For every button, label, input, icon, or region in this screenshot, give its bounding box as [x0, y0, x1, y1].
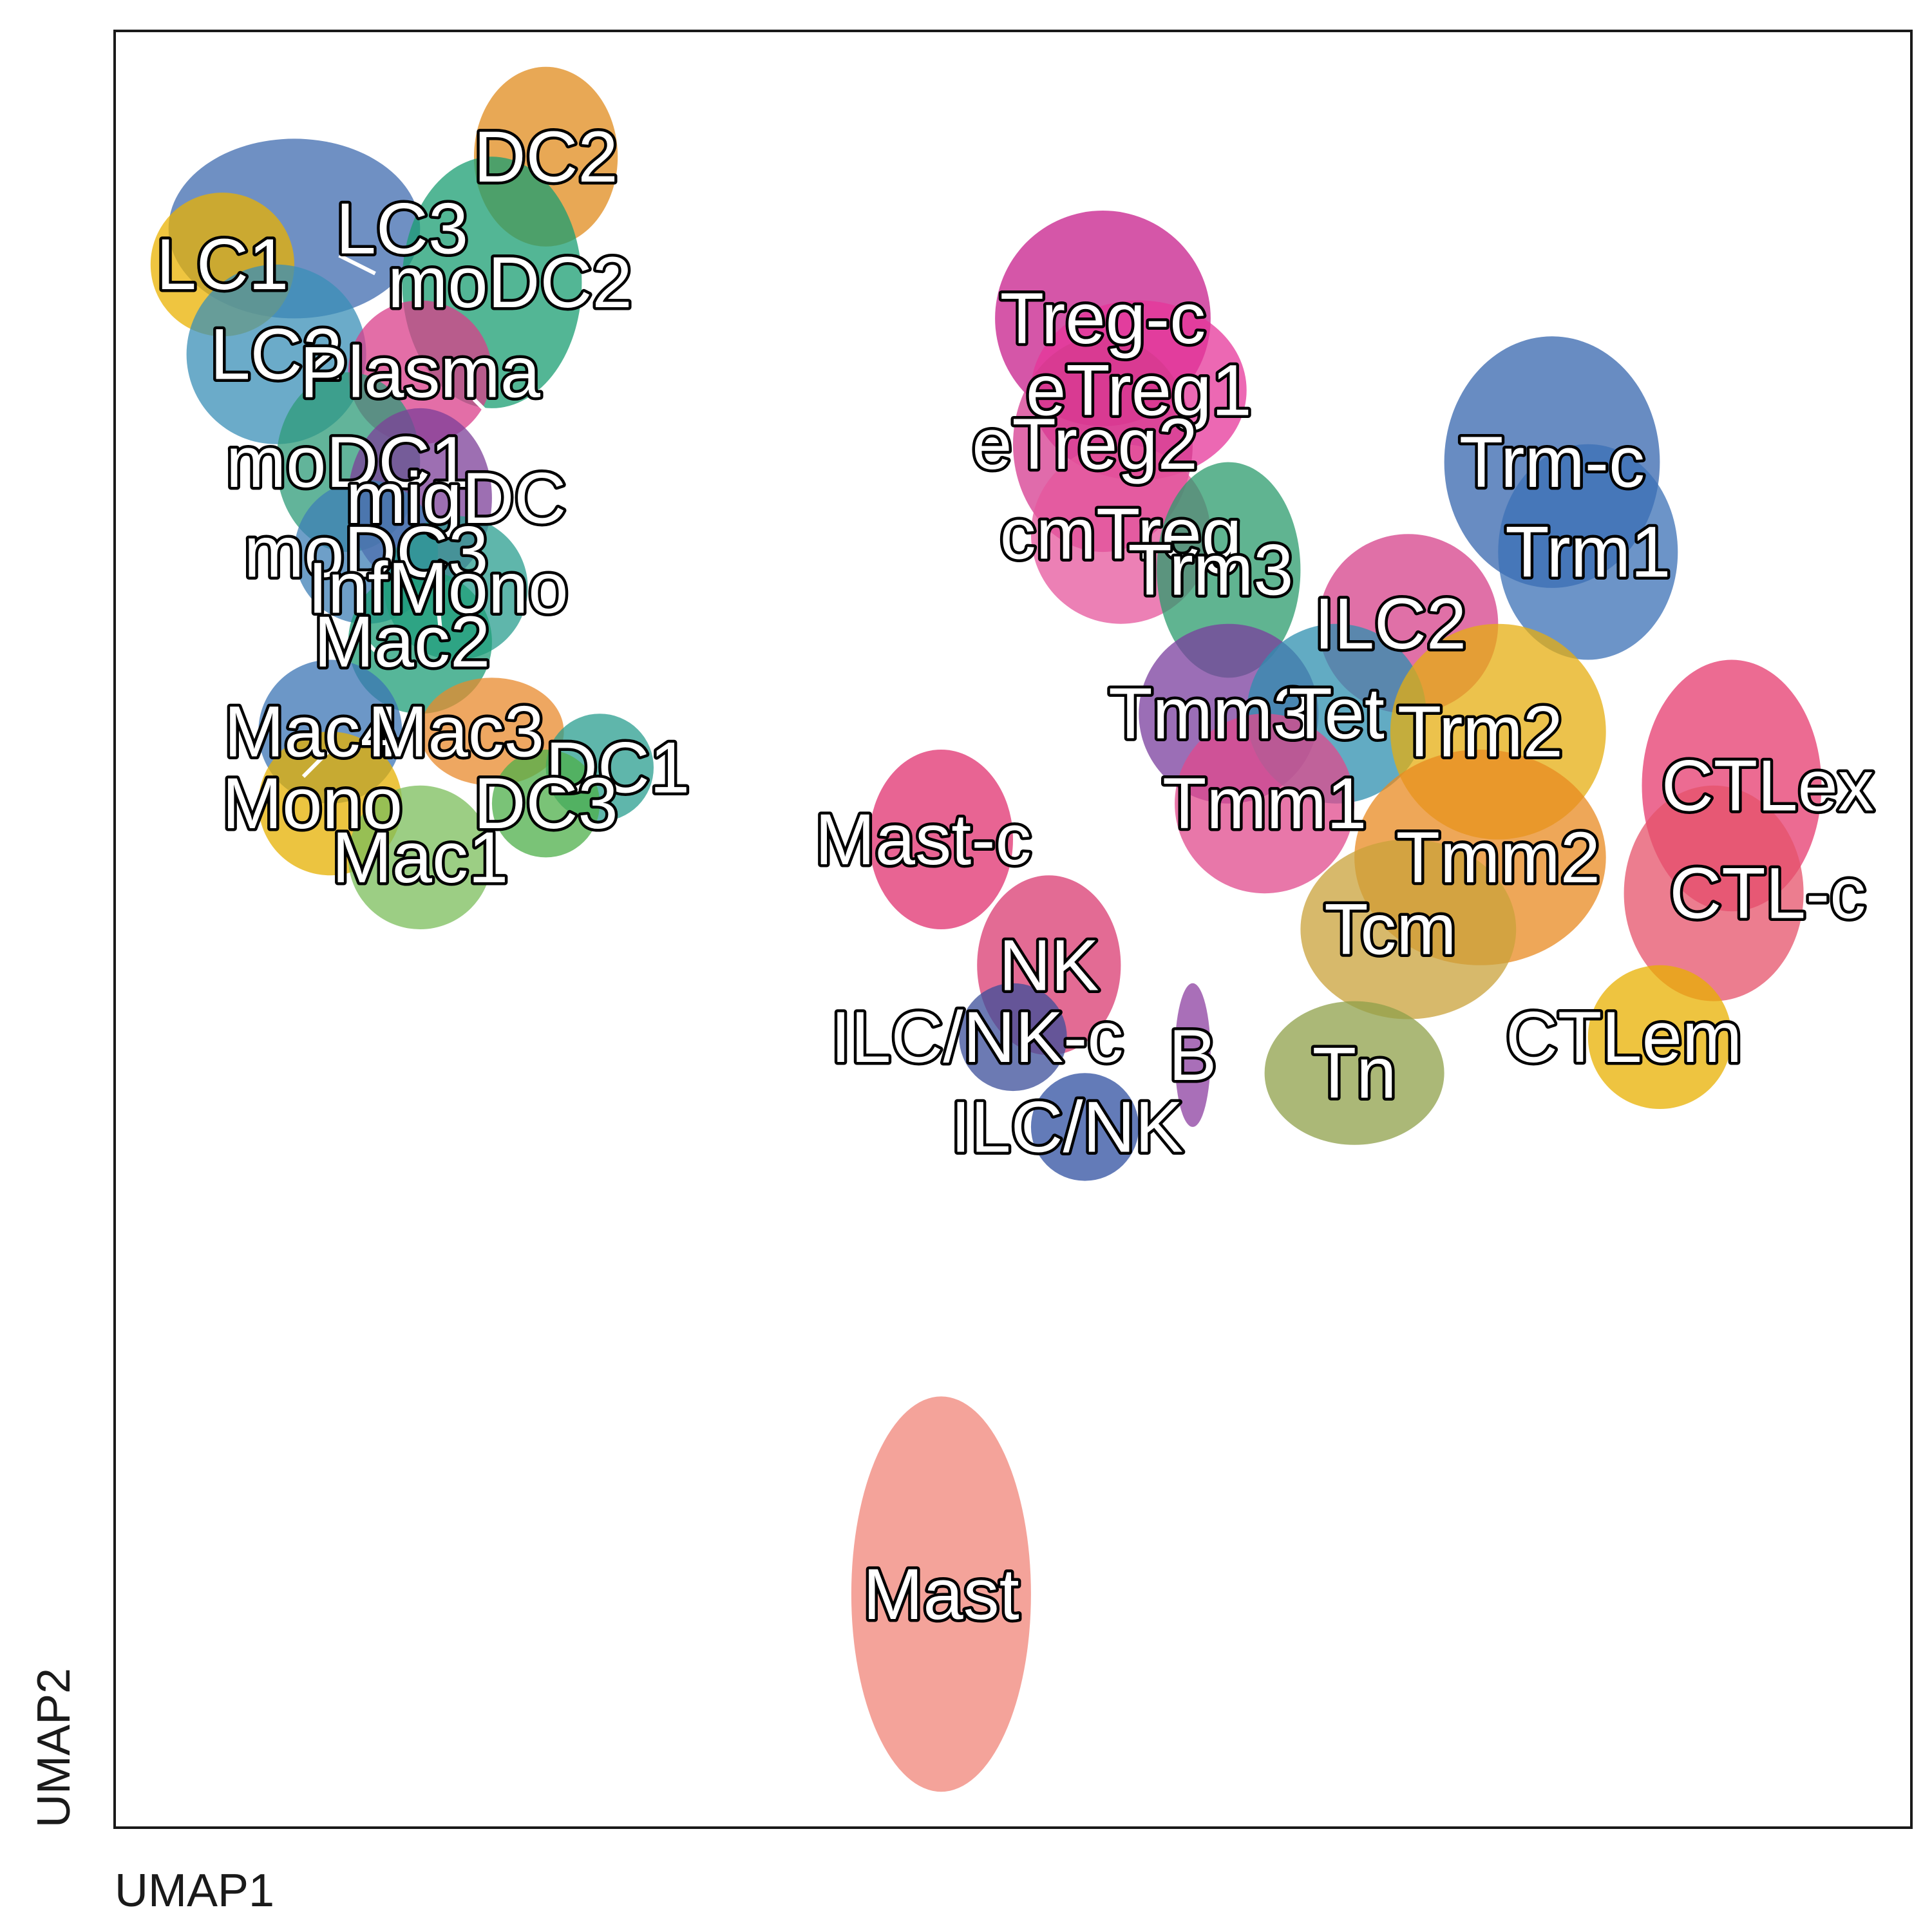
plot-frame — [113, 30, 1913, 1829]
cluster-label-trm1: Trm1 — [1505, 512, 1671, 592]
cluster-label-trm2: Trm2 — [1397, 692, 1563, 772]
cluster-label-plasma: Plasma — [300, 332, 541, 413]
cluster-points-mac1 — [348, 785, 492, 929]
scatter-points — [150, 66, 1822, 1792]
leader-line — [355, 631, 377, 652]
cluster-points-mast — [851, 1396, 1031, 1792]
cluster-label-mac3: Mac3 — [368, 692, 544, 772]
cluster-label-modc3: moDC3 — [244, 512, 489, 592]
cluster-label-tmm2: Tmm2 — [1396, 817, 1600, 898]
cluster-labels: LC3 LC1 LC2 DC2 moDC2 Plasma moDC1migDCmoDC3In… — [153, 113, 1877, 1637]
cluster-label-dc1: DC1 — [545, 727, 690, 808]
cluster-label-ctlem: CTLem — [1506, 997, 1742, 1077]
cluster-label-modc2: moDC2 — [388, 242, 632, 323]
cluster-label-trm3: Trm3 — [1128, 530, 1293, 611]
cluster-label-etreg1: eTreg1 — [1026, 350, 1252, 431]
leader-line — [301, 748, 332, 778]
cluster-label-ilc-nk-c: ILC/NK-c — [831, 997, 1123, 1077]
cluster-label-trm-c: Trm-c — [1459, 422, 1645, 502]
cluster-label-lc1: LC1 — [156, 224, 289, 305]
cluster-label-cmtreg: cmTreg — [1000, 494, 1242, 574]
cluster-label-mono: Mono — [222, 763, 402, 844]
cluster-label-mast: Mast — [863, 1554, 1019, 1634]
cluster-label-dc3: DC3 — [474, 763, 618, 844]
x-axis-title: UMAP1 — [115, 1865, 274, 1917]
cluster-points-tmm1 — [1175, 714, 1355, 894]
cluster-label-mac2: Mac2 — [314, 601, 490, 682]
cluster-points-ctl-c — [1624, 785, 1804, 1001]
cluster-points-tcm — [1300, 839, 1517, 1019]
cluster-label-ilc2: ILC2 — [1314, 583, 1467, 664]
cluster-label-lc3: LC3 — [336, 188, 468, 269]
cluster-points-dc3 — [491, 750, 600, 858]
cluster-label-mac4: Mac4 — [224, 692, 401, 772]
cluster-points-b — [1175, 983, 1211, 1127]
leader-line — [472, 397, 502, 428]
cluster-label-etreg2: eTreg2 — [972, 404, 1198, 484]
cluster-label-ctl-c: CTL-c — [1669, 853, 1866, 934]
cluster-label-nk: NK — [999, 925, 1099, 1005]
cluster-points-trm3 — [1157, 462, 1301, 678]
cluster-label-treg-c: Treg-c — [1000, 278, 1206, 359]
cluster-label-tmm1: Tmm1 — [1162, 763, 1367, 844]
cluster-points-ctlem — [1587, 965, 1732, 1109]
leader-line — [436, 605, 444, 642]
cluster-points-ilc-nk-c — [959, 983, 1067, 1092]
cluster-label-mac1: Mac1 — [332, 817, 508, 898]
cluster-label-b: B — [1169, 1015, 1217, 1095]
cluster-points-trm1 — [1498, 444, 1678, 660]
cluster-label-ctlex: CTLex — [1662, 745, 1874, 826]
cluster-label-migdc: migDC — [346, 458, 566, 538]
label-leader-lines — [301, 254, 502, 778]
cluster-label-ilc-nk: ILC/NK — [951, 1086, 1183, 1167]
cluster-label-lc2: LC2 — [210, 314, 342, 395]
cluster-points-mac2 — [348, 570, 492, 714]
y-axis-title: UMAP2 — [28, 1668, 80, 1828]
cluster-label-infmono: InfMono — [308, 547, 569, 628]
leader-line — [338, 254, 376, 276]
cluster-label-dc2: DC2 — [474, 117, 618, 197]
cluster-points-mast-c — [869, 750, 1013, 929]
cluster-label-tet: Tet — [1288, 674, 1384, 754]
cluster-label-tn: Tn — [1312, 1033, 1397, 1113]
cluster-points-ilc-nk — [1030, 1073, 1139, 1181]
cluster-label-tcm: Tcm — [1324, 889, 1456, 970]
cluster-label-modc1: moDC1 — [226, 422, 471, 502]
cluster-label-mast-c: Mast-c — [815, 799, 1032, 880]
cluster-label-tmm3: Tmm3 — [1108, 674, 1312, 754]
cluster-points-tn — [1264, 1001, 1444, 1145]
